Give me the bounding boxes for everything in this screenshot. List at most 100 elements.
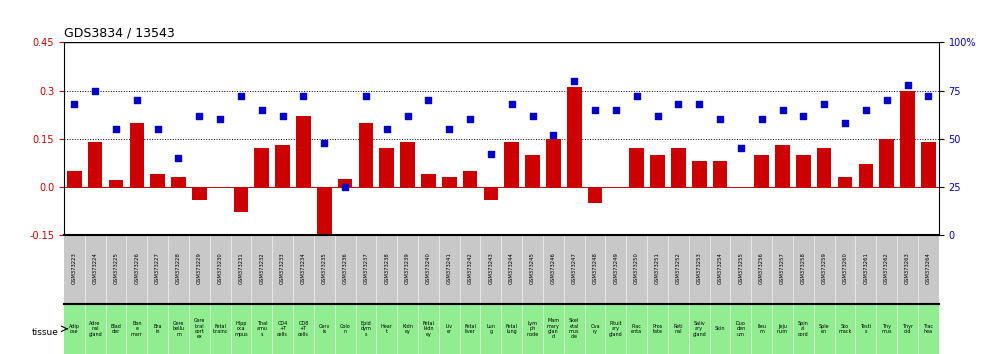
Text: Hipp
oca
mpus: Hipp oca mpus [234, 321, 248, 337]
Text: Ileu
m: Ileu m [757, 324, 766, 334]
Point [87, 88, 103, 93]
Text: Skel
etal
mus
cle: Skel etal mus cle [569, 318, 580, 339]
Text: GSM373260: GSM373260 [842, 252, 847, 284]
Text: Colo
n: Colo n [340, 324, 351, 334]
Text: GSM373224: GSM373224 [92, 252, 97, 284]
Bar [234, 187, 249, 212]
Bar [192, 187, 206, 200]
Text: Blad
der: Blad der [110, 324, 122, 334]
Text: Hear
t: Hear t [380, 324, 392, 334]
Point [629, 93, 645, 99]
Text: Fetal
liver: Fetal liver [464, 324, 476, 334]
Point [920, 93, 936, 99]
Bar [754, 155, 769, 187]
Point [108, 126, 124, 132]
Text: GSM373234: GSM373234 [301, 252, 306, 284]
Text: GSM373243: GSM373243 [489, 252, 493, 284]
Text: GSM373231: GSM373231 [239, 252, 244, 284]
Bar [109, 181, 123, 187]
Text: Trac
hea: Trac hea [923, 324, 933, 334]
Text: Epid
dym
s: Epid dym s [361, 321, 372, 337]
Bar [504, 142, 519, 187]
Point [441, 126, 457, 132]
Point [233, 93, 249, 99]
Point [504, 101, 520, 107]
Bar [651, 155, 665, 187]
Point [587, 107, 603, 113]
Bar [338, 179, 352, 187]
Text: GSM373257: GSM373257 [781, 252, 785, 284]
Point [754, 116, 770, 122]
Point [733, 145, 749, 151]
Text: tissue: tissue [32, 328, 59, 337]
Bar [588, 187, 603, 203]
Point [816, 101, 832, 107]
Point [421, 97, 436, 103]
Text: Fetal
kidn
ey: Fetal kidn ey [423, 321, 434, 337]
Point [566, 78, 582, 84]
Text: GSM373238: GSM373238 [384, 252, 389, 284]
Text: GSM373226: GSM373226 [135, 252, 140, 284]
Text: Testi
s: Testi s [860, 324, 871, 334]
Text: GSM373245: GSM373245 [530, 252, 535, 284]
Bar [130, 122, 145, 187]
Bar [150, 174, 165, 187]
Text: GSM373263: GSM373263 [905, 252, 910, 284]
Point [899, 82, 915, 88]
Point [650, 113, 665, 119]
Point [317, 140, 332, 145]
Point [212, 116, 228, 122]
Bar [317, 187, 331, 235]
Point [254, 107, 269, 113]
Point [691, 101, 707, 107]
Text: Lym
ph
node: Lym ph node [527, 321, 539, 337]
Point [337, 184, 353, 190]
Text: GSM373251: GSM373251 [655, 252, 660, 284]
Text: GSM373256: GSM373256 [759, 252, 764, 284]
Text: Bon
e
marr: Bon e marr [131, 321, 143, 337]
Text: Fetal
lung: Fetal lung [506, 324, 518, 334]
Bar [900, 91, 915, 187]
Bar [87, 142, 102, 187]
Bar [692, 161, 707, 187]
Text: GSM373262: GSM373262 [884, 252, 890, 284]
Text: Thy
mus: Thy mus [882, 324, 892, 334]
Text: GSM373232: GSM373232 [260, 252, 264, 284]
Text: GSM373254: GSM373254 [718, 252, 723, 284]
Text: Cerv
ix: Cerv ix [318, 324, 330, 334]
Point [858, 107, 874, 113]
Text: GDS3834 / 13543: GDS3834 / 13543 [64, 27, 175, 40]
Text: Thal
amu
s: Thal amu s [257, 321, 267, 337]
Bar [463, 171, 478, 187]
Text: GSM373228: GSM373228 [176, 252, 181, 284]
Text: GSM373239: GSM373239 [405, 252, 410, 284]
Text: GSM373223: GSM373223 [72, 252, 77, 284]
Bar [921, 142, 936, 187]
Text: GSM373236: GSM373236 [343, 252, 348, 284]
Text: GSM373246: GSM373246 [550, 252, 556, 284]
Text: Fetal
brainc: Fetal brainc [212, 324, 228, 334]
Point [378, 126, 394, 132]
Point [129, 97, 145, 103]
Point [67, 101, 83, 107]
Text: Liv
er: Liv er [445, 324, 453, 334]
Point [483, 151, 498, 157]
Bar [484, 187, 498, 200]
Text: Thyr
oid: Thyr oid [902, 324, 913, 334]
Point [192, 113, 207, 119]
Text: Kidn
ey: Kidn ey [402, 324, 413, 334]
Point [546, 132, 561, 138]
Text: GSM373240: GSM373240 [426, 252, 431, 284]
Text: Bra
in: Bra in [153, 324, 162, 334]
Point [838, 120, 853, 126]
Bar [817, 148, 832, 187]
Text: GSM373241: GSM373241 [446, 252, 452, 284]
Bar [796, 155, 811, 187]
Point [525, 113, 541, 119]
Bar [255, 148, 269, 187]
Point [879, 97, 895, 103]
Bar [171, 177, 186, 187]
Text: GSM373230: GSM373230 [217, 252, 222, 284]
Text: GSM373247: GSM373247 [572, 252, 577, 284]
Text: GSM373261: GSM373261 [863, 252, 868, 284]
